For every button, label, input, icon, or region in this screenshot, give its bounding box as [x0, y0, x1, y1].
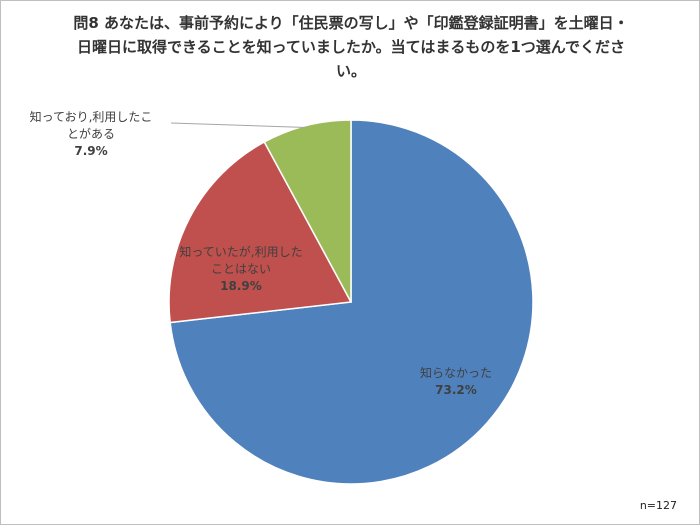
slice-label: 知っており,利用したことがある 7.9% [26, 109, 156, 160]
value-label: 18.9% [220, 279, 262, 293]
leader-line [170, 122, 307, 129]
slice-label: 知っていたが,利用したことはない 18.9% [177, 244, 305, 295]
category-label: 知っていたが,利用したことはない [179, 245, 303, 276]
slice-label: 知らなかった 73.2% [396, 365, 516, 399]
category-label: 知っており,利用したことがある [29, 110, 153, 141]
chart-title: 問8 あなたは、事前予約により「住民票の写し」や「印鑑登録証明書」を土曜日・日曜… [73, 14, 629, 80]
value-label: 7.9% [74, 144, 108, 158]
category-label: 知らなかった [419, 366, 492, 380]
pie-slice [263, 119, 352, 303]
value-label: 73.2% [435, 383, 477, 397]
pie-slice [168, 140, 353, 324]
sample-size: n=127 [639, 499, 677, 512]
